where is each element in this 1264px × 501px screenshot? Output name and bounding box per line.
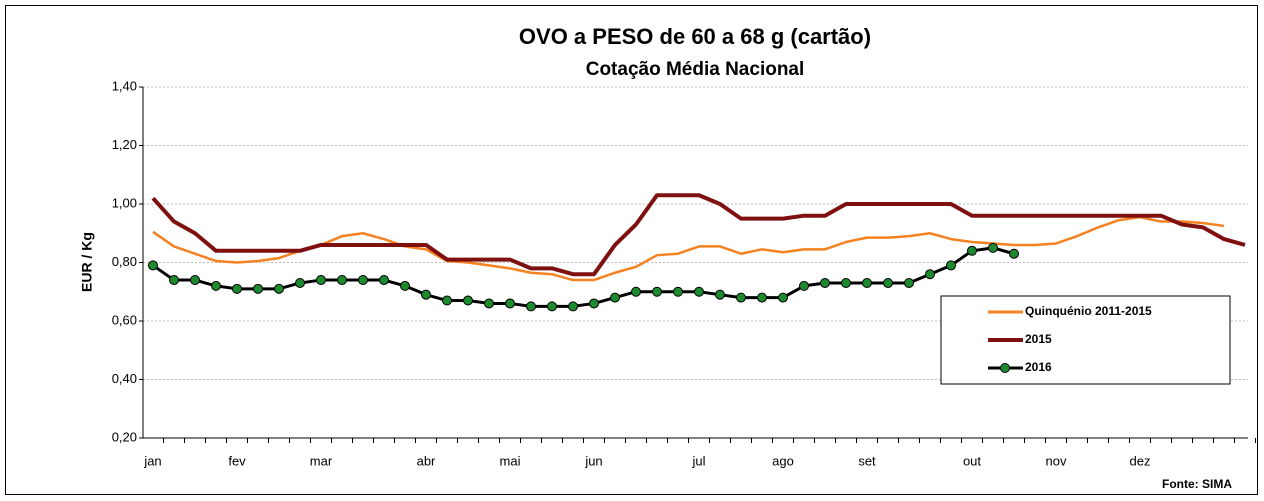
y-tick-label: 1,00	[112, 195, 137, 210]
y-axis-label: EUR / Kg	[79, 232, 95, 292]
series-marker	[484, 298, 494, 309]
y-tick-label: 0,60	[112, 312, 137, 327]
series-marker	[736, 292, 746, 303]
series-marker	[442, 295, 452, 306]
series-marker	[673, 286, 683, 297]
series-marker	[232, 283, 242, 294]
x-tick-label: abr	[417, 453, 436, 468]
chart-subtitle: Cotação Média Nacional	[586, 59, 805, 80]
series-marker	[190, 275, 200, 286]
x-tick-label: jul	[691, 453, 705, 468]
series-marker	[841, 277, 851, 288]
y-tick-label: 1,40	[112, 78, 137, 93]
series-marker	[169, 275, 179, 286]
series-marker	[253, 283, 263, 294]
series-marker	[148, 260, 158, 271]
series-marker	[547, 301, 557, 312]
x-tick-label: ago	[772, 453, 794, 468]
x-tick-label: set	[858, 453, 876, 468]
x-tick-label: out	[963, 453, 981, 468]
series-marker	[694, 286, 704, 297]
series-line	[151, 193, 1246, 277]
legend-label: 2015	[1025, 332, 1052, 346]
series-marker	[295, 277, 305, 288]
series-marker	[820, 277, 830, 288]
legend-label: 2016	[1025, 360, 1052, 374]
series-marker	[925, 269, 935, 280]
series-marker	[358, 275, 368, 286]
series-marker	[337, 275, 347, 286]
series-marker	[379, 275, 389, 286]
y-tick-label: 0,80	[112, 254, 137, 269]
x-tick-label: jun	[584, 453, 602, 468]
x-tick-label: mar	[310, 453, 333, 468]
series-marker	[316, 275, 326, 286]
y-tick-label: 0,40	[112, 371, 137, 386]
series-marker	[778, 292, 788, 303]
series-marker	[1009, 248, 1019, 259]
series-marker	[274, 283, 284, 294]
series-line	[152, 215, 1225, 282]
chart-title: OVO a PESO de 60 a 68 g (cartão)	[519, 24, 871, 49]
series-marker	[799, 280, 809, 291]
x-tick-label: mai	[500, 453, 521, 468]
series-marker	[400, 280, 410, 291]
series-marker	[463, 295, 473, 306]
x-tick-label: fev	[228, 453, 246, 468]
series-marker	[652, 286, 662, 297]
source-note: Fonte: SIMA	[1162, 477, 1232, 491]
series-marker	[883, 277, 893, 288]
series-marker	[568, 301, 578, 312]
x-tick-label: nov	[1046, 453, 1067, 468]
series-marker	[988, 242, 998, 253]
series-marker	[967, 245, 977, 256]
series-marker	[589, 298, 599, 309]
series-marker	[715, 289, 725, 300]
series-marker	[631, 286, 641, 297]
series-marker	[757, 292, 767, 303]
x-tick-label: jan	[143, 453, 161, 468]
series-marker	[904, 277, 914, 288]
y-tick-label: 0,20	[112, 429, 137, 444]
legend-marker	[1000, 363, 1010, 373]
series-marker	[526, 301, 536, 312]
legend-label: Quinquénio 2011-2015	[1025, 304, 1152, 318]
x-tick-label: dez	[1130, 453, 1151, 468]
series-marker	[610, 292, 620, 303]
series-marker	[505, 298, 515, 309]
series-marker	[946, 260, 956, 271]
y-tick-label: 1,20	[112, 137, 137, 152]
series-marker	[421, 289, 431, 300]
series-marker	[211, 280, 221, 291]
series-marker	[862, 277, 872, 288]
